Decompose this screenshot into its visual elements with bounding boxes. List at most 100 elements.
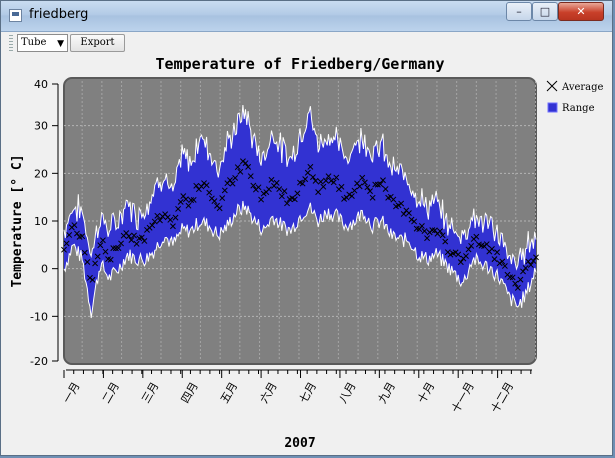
legend-range-label[interactable]: Range [562, 103, 595, 114]
y-tick-label: 0 [41, 263, 48, 276]
curve-style-select[interactable]: Tube ▼ [17, 34, 68, 52]
maximize-button[interactable]: □ [532, 2, 558, 21]
average-point [128, 237, 135, 244]
average-point [79, 233, 86, 240]
average-point [457, 259, 464, 266]
average-point [439, 232, 446, 239]
average-point [312, 177, 319, 184]
title-bar[interactable]: friedberg – □ ✕ [1, 1, 612, 32]
y-tick-label: -20 [30, 355, 48, 368]
average-point [361, 179, 368, 186]
y-tick-label: 30 [34, 120, 48, 133]
average-point [325, 173, 332, 180]
average-point [304, 169, 311, 176]
average-point [66, 232, 73, 238]
average-point [315, 189, 322, 196]
average-point [468, 242, 475, 249]
average-point [133, 240, 140, 247]
minimize-button[interactable]: – [506, 2, 532, 21]
average-point [151, 218, 158, 225]
average-point [367, 188, 373, 195]
average-point [455, 251, 462, 258]
average-point [237, 168, 244, 175]
x-tick-label: 十一月 [448, 380, 477, 416]
average-point [211, 198, 218, 205]
average-point [167, 216, 174, 223]
legend-average-swatch [546, 80, 558, 92]
legend-range-swatch [547, 102, 558, 113]
average-point [320, 183, 327, 190]
average-point [229, 180, 236, 187]
average-point [364, 184, 371, 191]
average-point [273, 179, 280, 186]
dropdown-arrow-icon: ▼ [57, 39, 64, 49]
range-band [64, 105, 536, 318]
average-point [216, 205, 223, 212]
average-point [369, 194, 376, 201]
average-point [348, 193, 355, 199]
average-point [395, 202, 402, 209]
x-tick-label: 八月 [336, 380, 358, 406]
average-point [294, 190, 301, 197]
average-point [89, 276, 96, 283]
average-point [185, 202, 192, 209]
x-tick-label: 三月 [139, 380, 161, 406]
average-point [299, 180, 306, 187]
average-point [118, 240, 125, 247]
average-point [219, 195, 226, 202]
average-point [351, 187, 358, 194]
average-point [190, 196, 197, 203]
average-point [92, 260, 99, 267]
legend-average-label[interactable]: Average [561, 82, 604, 93]
curve-style-value: Tube [21, 37, 47, 48]
average-point [377, 181, 384, 188]
y-tick-label: -10 [30, 310, 48, 323]
average-point [421, 228, 428, 235]
average-point [245, 163, 252, 170]
average-point [115, 245, 122, 252]
average-point [97, 242, 104, 249]
average-point [372, 181, 379, 188]
average-point [346, 191, 353, 198]
average-point [431, 227, 438, 234]
x-tick-label: 十月 [414, 380, 437, 406]
average-point [405, 210, 412, 217]
average-point [322, 177, 329, 184]
close-button[interactable]: ✕ [558, 2, 604, 21]
average-point [182, 196, 189, 203]
average-point [418, 223, 425, 229]
x-tick-label: 五月 [218, 380, 240, 406]
average-point [107, 256, 114, 263]
average-point [390, 196, 397, 203]
average-point [84, 259, 91, 265]
average-point [291, 196, 298, 203]
x-tick-label: 十二月 [488, 380, 517, 416]
average-point [250, 182, 257, 189]
average-point [517, 276, 524, 283]
average-point [520, 268, 526, 275]
average-point [169, 223, 176, 230]
x-tick-label: 九月 [376, 380, 398, 406]
average-point [307, 163, 314, 170]
average-point [258, 196, 265, 203]
average-point [442, 238, 449, 245]
average-point [465, 246, 472, 253]
average-point [175, 205, 182, 212]
average-point [437, 228, 443, 235]
average-point [284, 200, 290, 207]
average-point [234, 164, 241, 171]
average-point [496, 260, 503, 267]
average-point [81, 249, 88, 256]
x-tick-label: 一月 [60, 380, 82, 406]
toolbar-grip-handle[interactable] [9, 35, 13, 51]
average-point [61, 246, 67, 253]
average-point [473, 233, 480, 240]
average-point [525, 258, 532, 265]
average-point [522, 265, 529, 272]
export-button[interactable]: Export [70, 34, 125, 52]
average-point [382, 186, 389, 193]
x-axis-label: 2007 [284, 436, 315, 451]
average-point [281, 188, 288, 195]
average-point [232, 174, 239, 181]
window-title: friedberg [29, 7, 89, 22]
